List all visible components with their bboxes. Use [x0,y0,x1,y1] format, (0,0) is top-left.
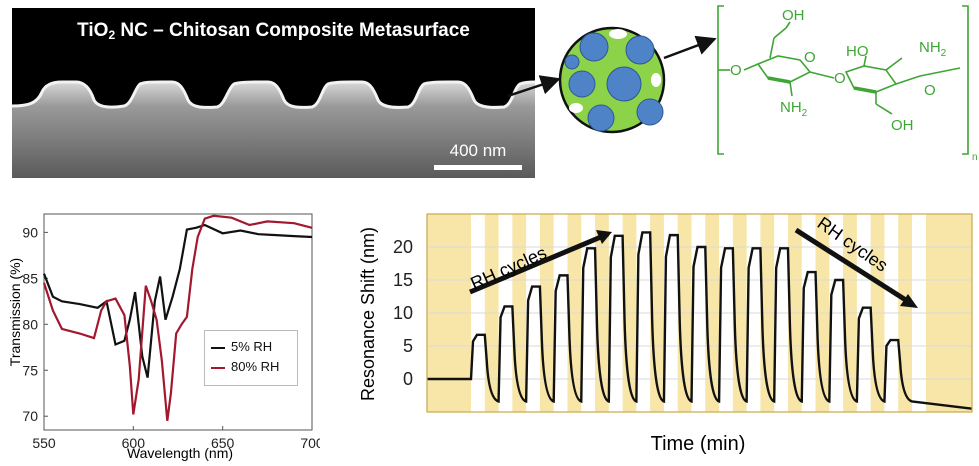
series-line-80rh [42,214,313,421]
label-oh-bottom: OH [891,117,914,134]
y-tick-label: 15 [393,270,413,290]
transmission-xlabel: Wavelength (nm) [127,445,233,461]
sem-image-panel: TiO2 NC – Chitosan Composite Metasurface… [12,8,535,178]
y-tick-label: 10 [393,303,413,323]
sem-title: TiO2 NC – Chitosan Composite Metasurface [77,20,470,42]
arrow-rh-up-head [596,230,612,244]
y-tick-label: 85 [22,270,38,286]
sem-micrograph [12,80,535,178]
label-nh2-right: NH2 [919,39,947,59]
arrow-rh-up [469,231,609,295]
transmission-ylabel: Transmission (%) [7,258,23,366]
scale-bar [434,165,522,170]
y-tick-label: 70 [22,408,38,424]
label-o-left: O [730,62,742,79]
arrow-rh-down-head [900,294,918,308]
transmission-chart: Transmission (%) Wavelength (nm) 70 75 80 8… [7,213,320,461]
arrow-to-circle [507,75,561,98]
nanocrystal-circle [558,26,666,134]
label-o-ring1: O [804,49,816,66]
label-o-link: O [834,70,846,87]
x-tick-label: 650 [211,435,235,451]
resonance-shift-series [427,231,973,410]
y-tick-label: 80 [22,316,38,332]
x-tick-label: 550 [32,435,56,451]
scale-bar-label: 400 nm [449,141,507,160]
label-oh-top: OH [782,7,805,24]
y-tick-label: 75 [22,362,38,378]
label-o-ring2: O [924,82,936,99]
chitosan-structure [717,5,969,155]
x-tick-label: 700 [300,435,320,451]
y-tick-label: 90 [22,224,38,240]
resonance-shift-chart: Resonance Shift (nm) Time (min) 0 5 10 15 20… [358,213,973,455]
shift-xlabel: Time (min) [651,433,746,455]
label-ho: HO [846,43,869,60]
transmission-legend: 5% RH 80% RH [204,330,298,386]
shift-ylabel: Resonance Shift (nm) [358,227,378,401]
label-n: n [972,152,978,163]
x-tick-label: 600 [122,435,146,451]
arrow-to-structure [663,35,717,60]
arrow-rh-down [794,227,914,307]
y-tick-label: 0 [403,369,413,389]
label-nh2-bottom: NH2 [780,99,808,119]
y-tick-label: 5 [403,336,413,356]
shift-plot-frame [426,213,973,413]
series-line-5rh [42,223,313,378]
composite-schematic: OH NH2 HO NH2 OH O O O O n [507,5,978,163]
y-tick-label: 20 [393,237,413,257]
transmission-plot-frame [43,213,313,431]
